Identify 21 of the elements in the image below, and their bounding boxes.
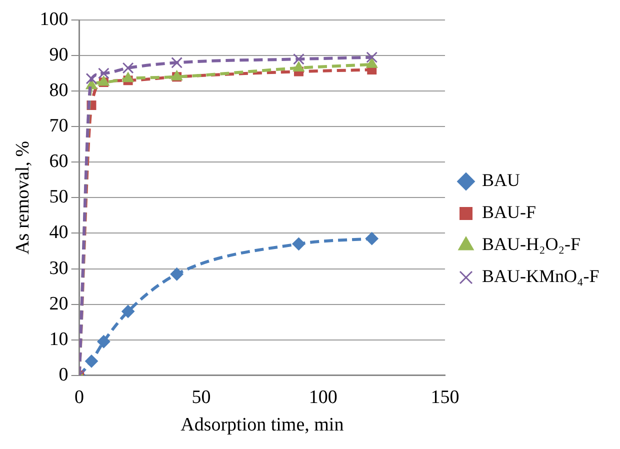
y-tick-label: 60 [49,151,68,172]
x-tick-label: 150 [430,386,460,408]
legend-label: BAU [482,170,520,190]
x-tick-label: 100 [308,386,338,408]
y-tick-label: 70 [49,116,68,137]
y-tick-label: 90 [49,44,68,66]
y-tick-label: 30 [49,258,68,279]
x-axis-title: Adsorption time, min [180,414,344,436]
y-tick-label: 40 [49,222,68,244]
y-tick-label: 80 [49,80,68,102]
legend-label: BAU-KMnO₄-F [482,266,600,286]
legend-label: BAU-H₂O₂-F [482,234,581,254]
y-axis-title: As removal, % [12,140,34,254]
y-tick-label: 10 [49,328,68,350]
x-tick-label: 0 [74,386,84,408]
x-tick-label: 50 [192,386,211,408]
y-tick-label: 100 [40,8,68,30]
legend-label: BAU-F [482,202,536,222]
y-tick-label: 0 [58,364,68,386]
y-tick-label: 50 [49,186,68,208]
y-tick-label: 20 [49,293,68,314]
